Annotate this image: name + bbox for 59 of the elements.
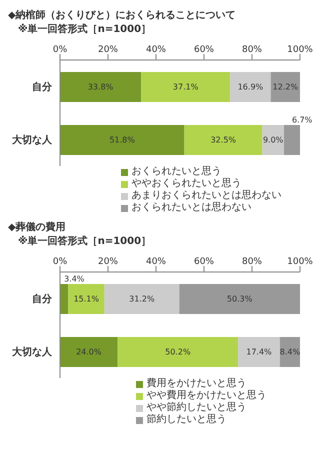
x-tick-label: 20% xyxy=(98,45,118,55)
bar xyxy=(60,72,142,102)
legend-label: やや節約したいと思う xyxy=(146,402,246,414)
data-label: 6.7% xyxy=(292,116,313,124)
bar xyxy=(184,125,262,155)
legend-label: 節約したいと思う xyxy=(146,414,226,426)
legend-label: 費用をかけたいと思う xyxy=(146,378,246,390)
y-tick-label: 大切な人 xyxy=(11,346,53,358)
chart-subtitle: ※単一回答形式［n=1000］ xyxy=(17,234,152,248)
data-label: 33.8% xyxy=(88,82,114,92)
x-tick-label: 40% xyxy=(146,45,166,55)
data-label: 24.0% xyxy=(76,348,102,356)
data-label: 15.1% xyxy=(74,294,100,304)
data-label: 50.3% xyxy=(226,294,253,304)
y-tick-label: 大切な人 xyxy=(11,134,53,146)
data-label: 37.1% xyxy=(172,82,199,92)
x-tick-label: 80% xyxy=(242,45,262,55)
bar xyxy=(179,284,300,314)
legend-label: やや費用をかけたいと思う xyxy=(146,390,266,402)
bar xyxy=(284,125,300,155)
data-label: 51.8% xyxy=(109,136,136,144)
bar xyxy=(270,72,300,102)
bar xyxy=(104,284,180,314)
bar xyxy=(60,284,68,314)
y-tick-label: 自分 xyxy=(32,293,53,306)
bar xyxy=(238,337,280,367)
data-label: 8.4% xyxy=(280,348,300,356)
chart-subtitle: ※単一回答形式［n=1000］ xyxy=(17,22,152,36)
data-label: 16.9% xyxy=(238,82,264,92)
y-tick-label: 自分 xyxy=(32,81,53,94)
legend-label: おくられたいと思う xyxy=(132,166,222,178)
x-tick-label: 0% xyxy=(52,45,68,55)
bar xyxy=(60,337,118,367)
chart-title: ◆納棺師（おくりびと）におくられることについて xyxy=(8,8,237,22)
bar xyxy=(68,284,104,314)
data-label: 3.4% xyxy=(64,274,85,284)
legend-label: ややおくられたいと思う xyxy=(132,178,242,190)
data-label: 32.5% xyxy=(210,136,236,144)
legend-label: おくられたいとは思わない xyxy=(132,202,252,214)
x-tick-label: 20% xyxy=(98,257,118,267)
x-tick-label: 100% xyxy=(287,45,314,55)
legend-label: あまりおくられたいとは思わない xyxy=(132,190,282,202)
bar xyxy=(262,125,284,155)
data-label: 31.2% xyxy=(129,294,155,304)
bar xyxy=(230,72,271,102)
x-tick-label: 60% xyxy=(194,257,214,267)
data-label: 12.2% xyxy=(272,82,298,92)
bar xyxy=(118,337,238,367)
bar xyxy=(141,72,230,102)
x-tick-label: 40% xyxy=(146,257,166,267)
x-tick-label: 0% xyxy=(52,257,68,267)
x-tick-label: 60% xyxy=(194,45,214,55)
x-tick-label: 100% xyxy=(287,257,314,267)
data-label: 9.0% xyxy=(262,136,284,144)
data-label: 50.2% xyxy=(165,348,191,356)
bar xyxy=(60,125,184,155)
data-label: 17.4% xyxy=(246,348,272,356)
chart-title: ◆葬儀の費用 xyxy=(8,220,67,234)
x-tick-label: 80% xyxy=(242,257,262,267)
